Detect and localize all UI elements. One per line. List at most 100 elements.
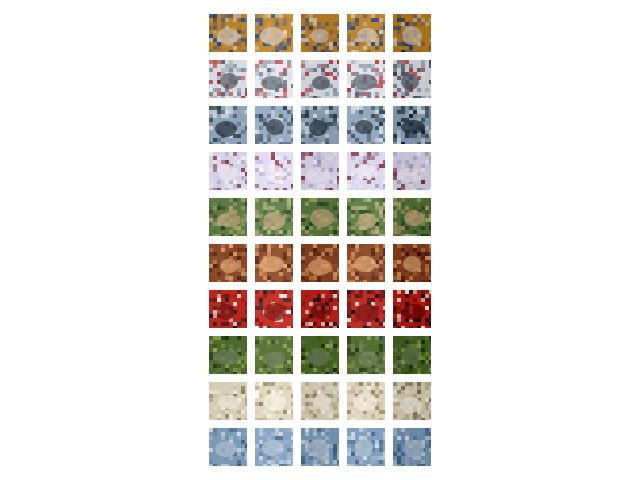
thumbnail-bird-on-perch-contrast [393,14,431,52]
thumbnail-frog-on-grass-contrast [393,198,431,236]
thumbnail-image [393,336,431,374]
thumbnail-deer-blue-cool [347,428,385,466]
thumbnail-frog-green-original [209,336,247,374]
thumbnail-image [347,244,385,282]
thumbnail-image [347,60,385,98]
thumbnail-ship-in-harbor-contrast [393,106,431,144]
thumbnail-image [255,382,293,420]
thumbnail-image [301,60,339,98]
thumbnail-dog-light-contrast [393,382,431,420]
thumbnail-red-car-warm [255,290,293,328]
thumbnail-image [393,60,431,98]
thumbnail-image [255,244,293,282]
thumbnail-image [393,290,431,328]
thumbnail-white-boat-cool [347,60,385,98]
thumbnail-image [393,382,431,420]
thumbnail-ship-in-harbor-cool [347,106,385,144]
thumbnail-airplane-poster-saturated [301,152,339,190]
thumbnail-bird-on-perch-warm [255,14,293,52]
thumbnail-image [347,428,385,466]
thumbnail-white-boat-saturated [301,60,339,98]
thumbnail-airplane-poster-original [209,152,247,190]
thumbnail-frog-green-saturated [301,336,339,374]
thumbnail-grid [209,14,432,466]
thumbnail-frog-on-grass-original [209,198,247,236]
thumbnail-image [255,60,293,98]
thumbnail-ship-in-harbor-saturated [301,106,339,144]
thumbnail-bird-on-perch-original [209,14,247,52]
thumbnail-bird-on-perch-cool [347,14,385,52]
thumbnail-image [209,244,247,282]
thumbnail-image [209,14,247,52]
thumbnail-frog-on-grass-saturated [301,198,339,236]
thumbnail-deer-blue-warm [255,428,293,466]
thumbnail-image [255,198,293,236]
thumbnail-image [347,14,385,52]
thumbnail-image [301,14,339,52]
thumbnail-image [393,106,431,144]
thumbnail-image [393,152,431,190]
thumbnail-airplane-poster-cool [347,152,385,190]
thumbnail-image [301,152,339,190]
thumbnail-image [393,198,431,236]
thumbnail-image [301,244,339,282]
thumbnail-white-boat-contrast [393,60,431,98]
thumbnail-image [393,244,431,282]
thumbnail-image [347,198,385,236]
thumbnail-deer-blue-saturated [301,428,339,466]
thumbnail-image [301,428,339,466]
thumbnail-dog-light-warm [255,382,293,420]
thumbnail-image [209,198,247,236]
thumbnail-dog-light-original [209,382,247,420]
thumbnail-image [347,382,385,420]
thumbnail-dog-light-cool [347,382,385,420]
thumbnail-ship-in-harbor-original [209,106,247,144]
thumbnail-image [255,106,293,144]
thumbnail-white-boat-warm [255,60,293,98]
thumbnail-image [347,336,385,374]
thumbnail-frog-green-contrast [393,336,431,374]
thumbnail-frog-green-warm [255,336,293,374]
thumbnail-image [209,152,247,190]
thumbnail-frog-on-dirt-original [209,244,247,282]
thumbnail-image [255,428,293,466]
thumbnail-frog-on-dirt-contrast [393,244,431,282]
thumbnail-image [301,336,339,374]
thumbnail-image [209,106,247,144]
thumbnail-image [301,106,339,144]
thumbnail-airplane-poster-contrast [393,152,431,190]
thumbnail-white-boat-original [209,60,247,98]
thumbnail-red-car-original [209,290,247,328]
thumbnail-frog-on-grass-warm [255,198,293,236]
thumbnail-image [301,290,339,328]
thumbnail-frog-green-cool [347,336,385,374]
thumbnail-bird-on-perch-saturated [301,14,339,52]
thumbnail-red-car-saturated [301,290,339,328]
thumbnail-deer-blue-original [209,428,247,466]
thumbnail-image [301,198,339,236]
thumbnail-red-car-contrast [393,290,431,328]
thumbnail-image [347,106,385,144]
thumbnail-frog-on-dirt-cool [347,244,385,282]
thumbnail-image [209,336,247,374]
thumbnail-image [209,290,247,328]
thumbnail-image [255,336,293,374]
thumbnail-image [255,152,293,190]
thumbnail-image [347,152,385,190]
thumbnail-image [301,382,339,420]
thumbnail-image [209,60,247,98]
thumbnail-red-car-cool [347,290,385,328]
thumbnail-dog-light-saturated [301,382,339,420]
thumbnail-deer-blue-contrast [393,428,431,466]
thumbnail-frog-on-grass-cool [347,198,385,236]
thumbnail-image [255,14,293,52]
thumbnail-image [209,428,247,466]
thumbnail-frog-on-dirt-saturated [301,244,339,282]
thumbnail-frog-on-dirt-warm [255,244,293,282]
thumbnail-image [393,14,431,52]
thumbnail-image [209,382,247,420]
thumbnail-ship-in-harbor-warm [255,106,293,144]
thumbnail-image [347,290,385,328]
thumbnail-image [393,428,431,466]
